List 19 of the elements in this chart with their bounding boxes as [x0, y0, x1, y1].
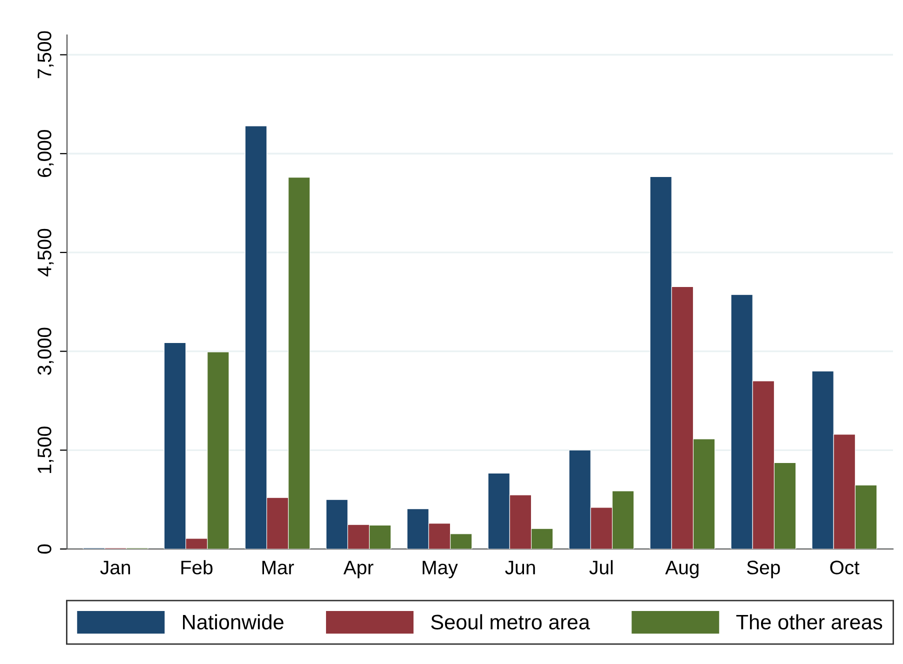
y-tick-label: 6,000 [38, 130, 54, 177]
x-tick-label: Aug [665, 560, 698, 578]
y-tick-label: 3,000 [38, 328, 54, 375]
legend-label: Seoul metro area [431, 614, 590, 630]
y-tick-label: 1,500 [38, 426, 54, 473]
x-tick-label: Jan [100, 560, 130, 574]
y-tick-label: 4,500 [38, 228, 54, 276]
y-tick-label: 0 [38, 544, 52, 554]
x-tick-label: Mar [262, 560, 294, 574]
legend-label: The other areas [736, 614, 882, 630]
x-tick-label: Apr [343, 560, 374, 578]
x-tick-label: Jun [505, 560, 535, 574]
x-tick-label: May [422, 560, 458, 578]
legend-label: Nationwide [183, 614, 284, 630]
x-tick-label: Jul [589, 560, 613, 574]
x-tick-label: Feb [181, 560, 213, 574]
x-tick-label: Oct [830, 560, 860, 574]
y-tick-label: 7,500 [38, 31, 54, 78]
x-tick-label: Sep [747, 560, 780, 578]
